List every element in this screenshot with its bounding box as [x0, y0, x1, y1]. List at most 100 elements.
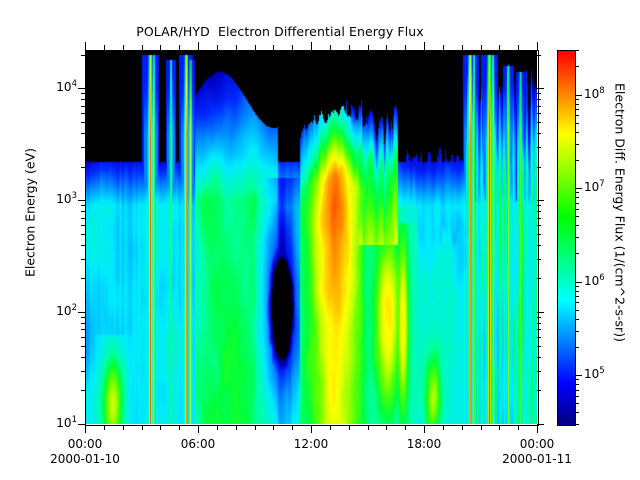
- y-tick-minor-right: [537, 99, 541, 101]
- colorbar-tick-label: 108: [584, 85, 605, 101]
- y-tick-minor: [81, 121, 85, 123]
- y-tick-minor-right: [537, 146, 541, 148]
- x-tick-major-top: [424, 42, 425, 50]
- colorbar-tick-minor: [575, 143, 579, 145]
- colorbar-tick-minor: [575, 389, 579, 391]
- colorbar-tick-minor: [575, 424, 579, 425]
- colorbar-tick-minor: [575, 122, 579, 124]
- x-tick-minor-top: [348, 45, 350, 50]
- x-tick-major-top: [537, 42, 538, 50]
- y-tick-minor: [81, 345, 85, 347]
- y-tick-minor: [81, 113, 85, 115]
- y-tick-minor-right: [537, 345, 541, 347]
- y-tick-minor-right: [537, 356, 541, 358]
- x-tick-minor-top: [160, 45, 162, 50]
- x-tick-minor-top: [273, 45, 275, 50]
- x-tick-major: [85, 425, 86, 433]
- x-tick-minor: [235, 425, 237, 430]
- x-tick-major: [424, 425, 425, 433]
- x-tick-minor: [160, 425, 162, 430]
- y-tick-major-right: [537, 88, 544, 90]
- x-tick-minor: [329, 425, 331, 430]
- x-tick-minor: [216, 425, 218, 430]
- x-tick-minor-top: [292, 45, 294, 50]
- x-tick-minor: [405, 425, 407, 430]
- colorbar-tick-minor: [575, 216, 579, 218]
- colorbar-tick-minor: [575, 346, 579, 348]
- x-tick-minor-top: [179, 45, 181, 50]
- y-tick-minor-right: [537, 93, 541, 95]
- colorbar-tick-minor: [575, 330, 579, 332]
- y-tick-minor: [81, 233, 85, 235]
- y-tick-minor-right: [537, 105, 541, 107]
- y-tick-minor-right: [537, 132, 541, 134]
- colorbar-tick-minor: [575, 412, 579, 414]
- x-tick-minor-top: [329, 45, 331, 50]
- spectrogram-plot-area[interactable]: [85, 50, 537, 424]
- colorbar-tick-major: [575, 94, 582, 96]
- y-tick-minor-right: [537, 390, 541, 392]
- y-tick-minor-right: [537, 278, 541, 280]
- x-tick-minor: [122, 425, 124, 430]
- y-tick-label: 101: [56, 415, 77, 430]
- x-tick-label-time: 00:00: [519, 437, 555, 451]
- y-tick-minor: [81, 205, 85, 207]
- colorbar-tick-minor: [575, 403, 579, 405]
- x-tick-minor-top: [442, 45, 444, 50]
- x-tick-major-top: [85, 42, 86, 50]
- y-tick-minor-right: [537, 370, 541, 372]
- y-tick-minor: [81, 322, 85, 324]
- x-tick-minor-top: [367, 45, 369, 50]
- colorbar-tick-minor: [575, 237, 579, 238]
- colorbar[interactable]: [557, 50, 576, 426]
- colorbar-tick-minor: [575, 290, 579, 292]
- y-tick-minor: [81, 146, 85, 148]
- colorbar-tick-label: 105: [584, 366, 605, 382]
- colorbar-tick-minor: [575, 309, 579, 311]
- colorbar-tick-minor: [575, 202, 579, 204]
- y-tick-minor: [81, 356, 85, 358]
- y-tick-major: [78, 424, 85, 425]
- x-tick-minor-top: [103, 45, 105, 50]
- y-tick-major: [78, 88, 85, 90]
- y-tick-minor: [81, 317, 85, 319]
- y-tick-minor-right: [537, 233, 541, 235]
- x-tick-minor-top: [216, 45, 218, 50]
- y-tick-label: 102: [56, 303, 77, 319]
- x-tick-minor-top: [518, 45, 520, 50]
- colorbar-tick-minor: [575, 225, 579, 227]
- y-tick-minor: [81, 225, 85, 227]
- colorbar-tick-minor: [575, 296, 579, 298]
- x-tick-minor: [273, 425, 275, 430]
- colorbar-tick-minor: [575, 285, 579, 287]
- y-tick-minor-right: [537, 121, 541, 123]
- x-tick-minor-top: [480, 45, 482, 50]
- y-tick-major: [78, 200, 85, 202]
- x-tick-minor: [179, 425, 181, 430]
- colorbar-tick-minor: [575, 159, 579, 161]
- x-tick-label-time: 06:00: [180, 437, 216, 451]
- colorbar-tick-minor: [575, 192, 579, 194]
- x-tick-label-time: 18:00: [406, 437, 442, 451]
- y-tick-minor-right: [537, 205, 541, 207]
- colorbar-gradient: [558, 51, 575, 425]
- x-tick-major-top: [198, 42, 199, 50]
- spectrogram-canvas: [85, 50, 537, 424]
- x-tick-minor: [103, 425, 105, 430]
- x-tick-minor-top: [499, 45, 501, 50]
- x-tick-minor: [141, 425, 143, 430]
- colorbar-title: Electron Diff. Energy Flux (1/(cm^2-s-sr…: [612, 83, 628, 342]
- y-tick-minor: [81, 166, 85, 168]
- y-tick-minor-right: [537, 329, 541, 331]
- x-tick-label-time: 00:00: [67, 437, 103, 451]
- x-tick-minor: [518, 425, 520, 430]
- y-tick-minor-right: [537, 336, 541, 338]
- x-tick-minor-top: [235, 45, 237, 50]
- x-tick-minor: [442, 425, 444, 430]
- colorbar-tick-minor: [575, 131, 579, 133]
- y-tick-minor-right: [537, 322, 541, 324]
- x-tick-label-date: 2000-01-11: [502, 452, 572, 466]
- colorbar-tick-major: [575, 375, 582, 377]
- y-tick-major-right: [537, 312, 544, 314]
